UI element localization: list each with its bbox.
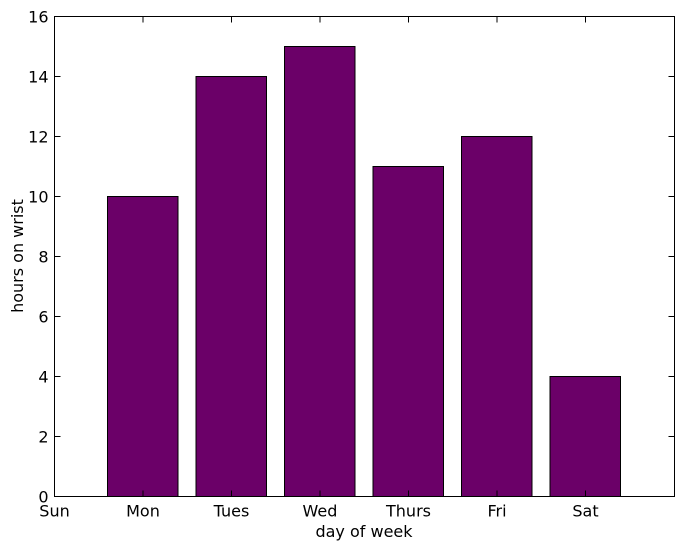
bar-fri	[461, 136, 533, 497]
bar-tues	[195, 76, 267, 497]
y-tick-label-2: 2	[38, 428, 48, 447]
x-axis-label: day of week	[315, 522, 413, 541]
y-tick-label-4: 4	[38, 368, 48, 387]
bar-sat	[549, 376, 621, 497]
x-axis-ticks: Sun Mon Tues Wed Thurs Fri Sat	[39, 16, 599, 521]
y-tick-label-14: 14	[28, 68, 48, 87]
y-tick-label-12: 12	[28, 128, 48, 147]
x-tick-label-sun: Sun	[39, 502, 69, 521]
y-tick-label-10: 10	[28, 188, 48, 207]
y-tick-label-6: 6	[38, 308, 48, 327]
bar-thurs	[372, 166, 444, 497]
bars-layer	[107, 46, 621, 497]
bar-mon	[107, 196, 179, 497]
x-tick-label-tues: Tues	[213, 502, 250, 521]
y-tick-label-0: 0	[38, 488, 48, 507]
y-axis-ticks: 0 2 4 6 8 10 12 14 16	[28, 8, 675, 507]
y-tick-label-16: 16	[28, 8, 48, 27]
bar-wed	[284, 46, 356, 497]
x-tick-label-mon: Mon	[126, 502, 160, 521]
x-tick-label-wed: Wed	[303, 502, 338, 521]
y-tick-label-8: 8	[38, 248, 48, 267]
y-axis-label: hours on wrist	[8, 199, 27, 313]
x-tick-label-sat: Sat	[572, 502, 598, 521]
x-tick-label-thurs: Thurs	[385, 502, 431, 521]
x-tick-label-fri: Fri	[487, 502, 506, 521]
